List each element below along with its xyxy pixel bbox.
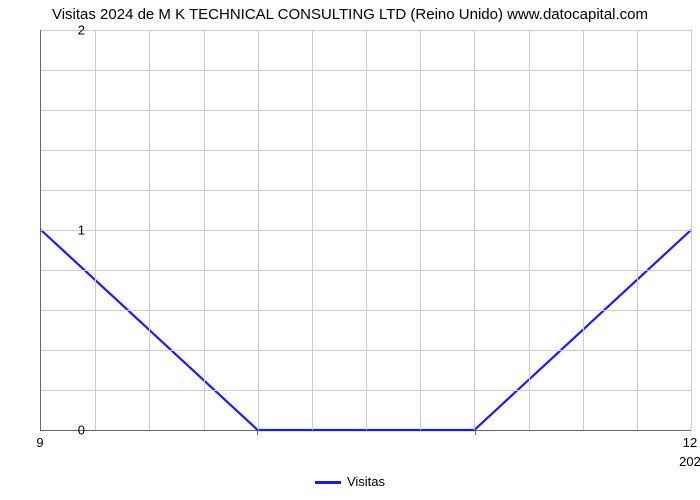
grid-hline-minor — [41, 390, 691, 391]
y-tick-label: 2 — [55, 23, 85, 38]
legend-label: Visitas — [347, 474, 385, 489]
legend-swatch — [315, 481, 341, 484]
plot-region — [40, 30, 691, 431]
grid-hline — [41, 230, 691, 231]
x-tick-label: 9 — [36, 435, 43, 450]
chart-area — [40, 30, 690, 430]
grid-hline-minor — [41, 270, 691, 271]
grid-hline-minor — [41, 310, 691, 311]
x-minor-tick — [475, 430, 476, 435]
grid-hline-minor — [41, 190, 691, 191]
grid-hline — [41, 30, 691, 31]
legend: Visitas — [0, 474, 700, 489]
x-tick-label-secondary: 202 — [679, 454, 700, 469]
grid-vline — [691, 30, 692, 430]
x-tick-label: 12 — [683, 435, 697, 450]
grid-hline-minor — [41, 150, 691, 151]
chart-title: Visitas 2024 de M K TECHNICAL CONSULTING… — [0, 0, 700, 23]
chart-container: Visitas 2024 de M K TECHNICAL CONSULTING… — [0, 0, 700, 500]
grid-hline-minor — [41, 110, 691, 111]
y-tick-label: 1 — [55, 223, 85, 238]
y-tick-label: 0 — [55, 423, 85, 438]
grid-hline-minor — [41, 350, 691, 351]
grid-hline-minor — [41, 70, 691, 71]
x-minor-tick — [257, 430, 258, 435]
